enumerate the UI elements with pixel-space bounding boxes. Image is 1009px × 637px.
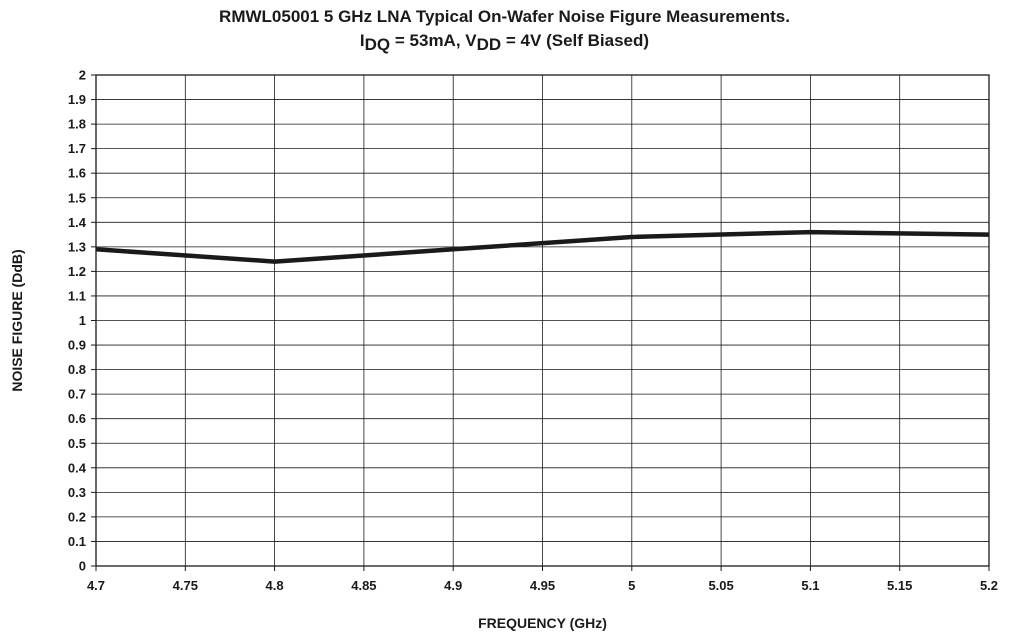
y-tick-label: 1.3 [68,239,86,254]
series-group [95,229,990,264]
y-tick-label: 0.4 [68,460,87,475]
x-tick-label: 4.95 [530,578,555,593]
x-tick-label: 4.7 [87,578,105,593]
subtitle-i-subscript: DQ [364,35,391,54]
x-tick-label: 4.75 [173,578,198,593]
y-tick-label: 0.5 [68,436,86,451]
y-tick-label: 1.5 [68,190,86,205]
chart-subtitle: IDQ = 53mA, VDD = 4V (Self Biased) [0,31,1009,54]
x-tick-label: 4.85 [351,578,376,593]
subtitle-v-symbol: V [465,31,477,50]
x-tick-label: 5.05 [708,578,733,593]
subtitle-i-symbol: I [359,31,365,50]
subtitle-i-value: = 53mA, [390,31,466,50]
x-tick-label: 5.15 [887,578,912,593]
x-tick-label: 5.1 [801,578,819,593]
subtitle-v-subscript: DD [476,35,502,54]
y-tick-label: 0.7 [68,387,86,402]
y-tick-label: 0.2 [68,509,86,524]
y-tick-label: 0.3 [68,485,86,500]
y-tick-label: 0.8 [68,362,86,377]
y-tick-label: 2 [79,68,86,83]
grid-lines [95,74,990,567]
x-tick-label: 4.9 [444,578,462,593]
y-tick-label: 1.9 [68,92,86,107]
y-tick-label: 1 [79,313,86,328]
noise-figure-series-line [95,229,990,264]
y-tick-label: 1.2 [68,264,86,279]
x-axis-label: FREQUENCY (GHz) [478,615,607,631]
subtitle-v-value: = 4V (Self Biased) [501,31,650,50]
y-tick-label: 0.9 [68,338,86,353]
y-tick-label: 0.6 [68,411,86,426]
y-axis-label: NOISE FIGURE (DdB) [9,249,25,391]
y-axis-ticks: 0 0.1 0.2 0.3 0.4 0.5 0.6 0.7 0.8 0.9 1 1.1 1.2 1.3 1.… [68,68,96,574]
y-tick-label: 0 [79,559,86,574]
x-axis-ticks: 4.7 4.75 4.8 4.85 4.9 4.95 5 5.05 5.1 5.15 5.2 [87,566,998,593]
y-tick-label: 1.8 [68,117,86,132]
y-tick-label: 1.4 [68,215,87,230]
x-tick-label: 4.8 [266,578,284,593]
y-tick-label: 1.1 [68,288,86,303]
y-tick-label: 1.6 [68,166,86,181]
x-tick-label: 5.2 [980,578,998,593]
y-tick-label: 0.1 [68,534,86,549]
chart-title: RMWL05001 5 GHz LNA Typical On-Wafer Noi… [219,7,790,26]
y-tick-label: 1.7 [68,141,86,156]
x-tick-label: 5 [628,578,635,593]
